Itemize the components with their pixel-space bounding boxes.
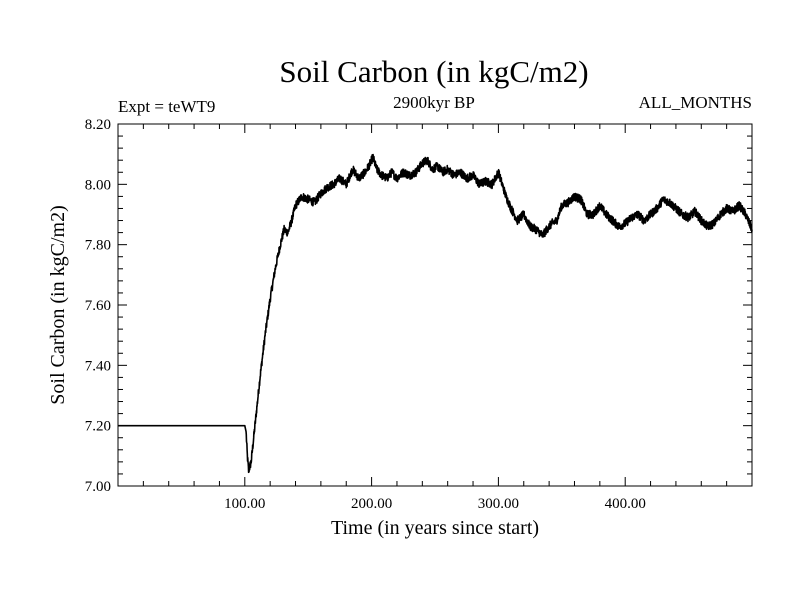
chart-title: Soil Carbon (in kgC/m2) bbox=[279, 54, 588, 89]
chart-subtitle-right: ALL_MONTHS bbox=[639, 93, 752, 112]
chart-subtitle-left: Expt = teWT9 bbox=[118, 97, 215, 116]
y-axis-label: Soil Carbon (in kgC/m2) bbox=[47, 205, 69, 404]
axis-ticks bbox=[118, 124, 752, 486]
x-tick-label: 100.00 bbox=[224, 496, 265, 512]
y-tick-label: 7.40 bbox=[85, 358, 111, 374]
x-axis-label: Time (in years since start) bbox=[331, 517, 539, 539]
y-tick-label: 8.20 bbox=[85, 117, 111, 133]
y-tick-label: 7.80 bbox=[85, 238, 111, 254]
x-tick-label: 200.00 bbox=[351, 496, 392, 512]
y-tick-label: 8.00 bbox=[85, 177, 111, 193]
y-tick-label: 7.20 bbox=[85, 419, 111, 435]
x-tick-label: 400.00 bbox=[605, 496, 646, 512]
chart-subtitle-center: 2900kyr BP bbox=[393, 93, 475, 112]
series-line-soil-carbon bbox=[117, 153, 753, 474]
axis-tick-labels: 100.00 200.00 300.00 400.00 7.00 7.20 7.40 7.60… bbox=[85, 117, 646, 512]
y-tick-label: 7.60 bbox=[85, 298, 111, 314]
y-tick-label: 7.00 bbox=[85, 479, 111, 495]
x-tick-label: 300.00 bbox=[478, 496, 519, 512]
plot-frame bbox=[117, 123, 753, 487]
